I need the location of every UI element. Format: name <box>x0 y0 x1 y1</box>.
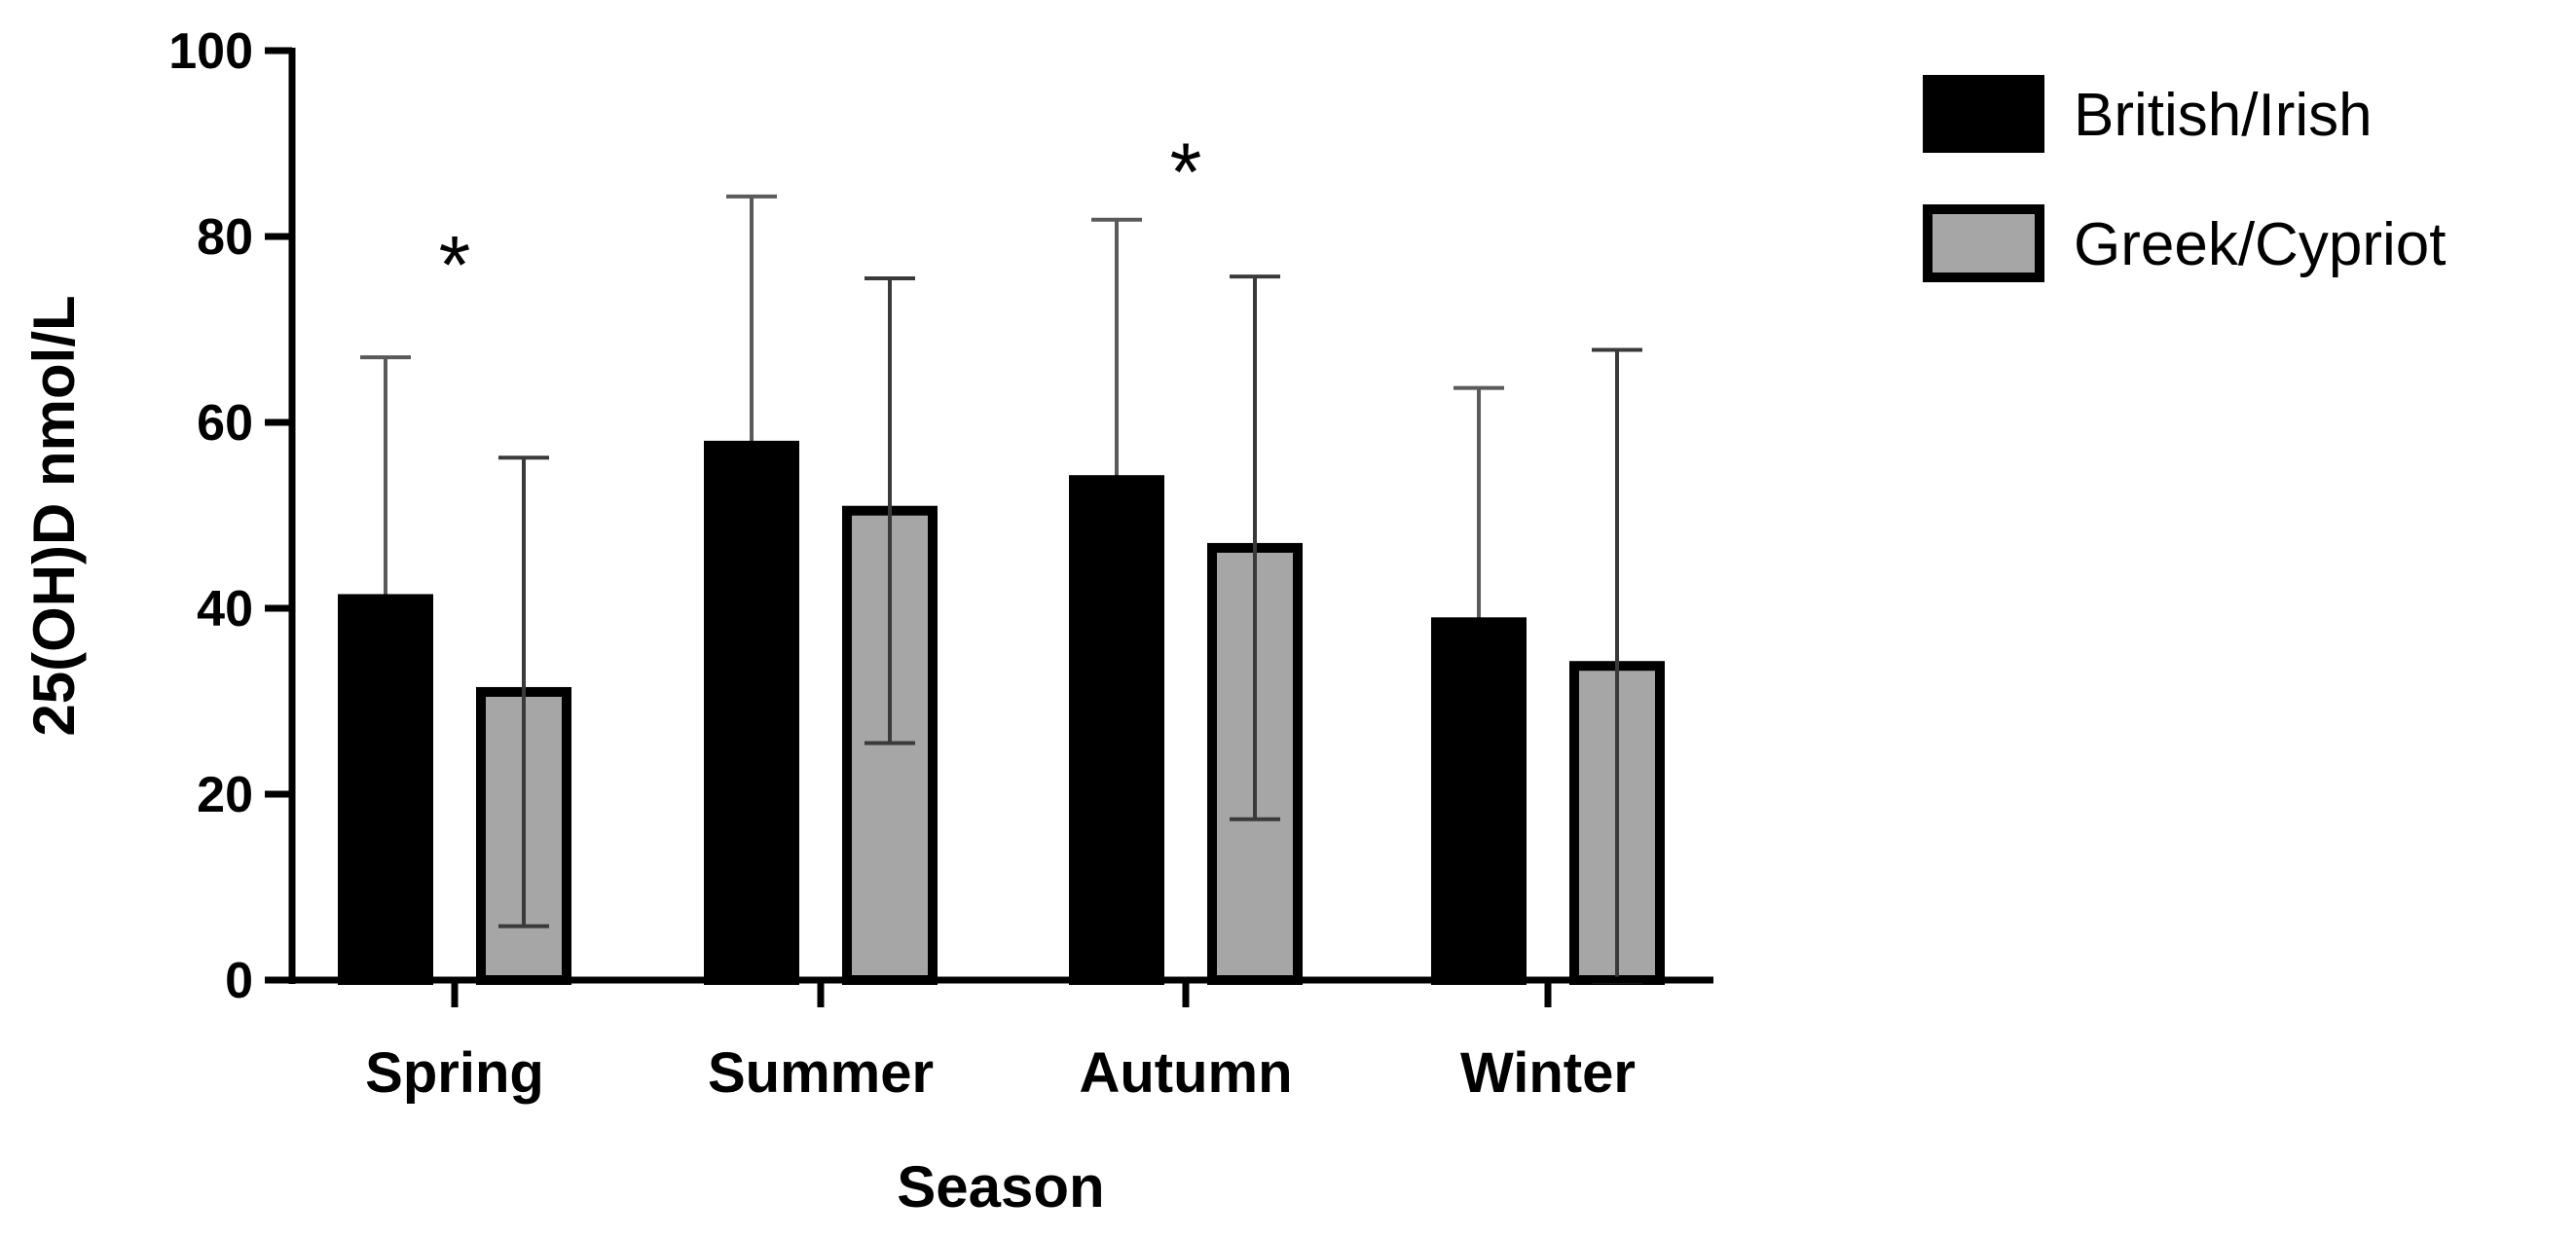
error-bar-summer-british-irish <box>726 194 777 446</box>
error-bar-spring-british-irish <box>360 355 411 600</box>
legend-label-greek-cypriot: Greek/Cypriot <box>2074 211 2446 278</box>
significance-marker-spring: * <box>439 219 471 310</box>
legend: British/Irish Greek/Cypriot <box>1923 75 2446 282</box>
axis-layer <box>265 47 1713 1007</box>
error-bar-autumn-greek-cypriot <box>1230 274 1280 821</box>
legend-swatch-british-irish <box>1923 75 2044 153</box>
bar-summer-british-irish <box>704 440 799 985</box>
y-axis-title: 25(OH)D nmol/L <box>21 295 87 736</box>
legend-label-british-irish: British/Irish <box>2074 82 2373 149</box>
error-bar-autumn-british-irish <box>1091 217 1142 481</box>
bar-layer <box>338 440 1665 986</box>
bar-winter-british-irish <box>1431 617 1527 985</box>
error-bar-layer <box>360 194 1504 623</box>
legend-item-greek-cypriot: Greek/Cypriot <box>1923 204 2446 282</box>
y-tick-label-60: 60 <box>197 395 253 452</box>
y-tick-label-100: 100 <box>168 23 253 80</box>
legend-swatch-greek-cypriot <box>1923 204 2044 282</box>
y-tick-label-40: 40 <box>197 581 253 637</box>
y-tick-label-80: 80 <box>197 209 253 266</box>
bar-autumn-british-irish <box>1069 475 1164 985</box>
x-axis-title: Season <box>897 1154 1104 1219</box>
bar-spring-british-irish <box>338 594 433 985</box>
legend-item-british-irish: British/Irish <box>1923 75 2373 153</box>
y-tick-label-20: 20 <box>197 767 253 823</box>
y-tick-label-0: 0 <box>225 953 253 1009</box>
x-tick-label-winter: Winter <box>1460 1041 1636 1105</box>
error-bar-summer-greek-cypriot <box>865 275 915 746</box>
x-tick-label-spring: Spring <box>365 1041 544 1105</box>
x-tick-label-autumn: Autumn <box>1079 1041 1292 1105</box>
x-tick-label-summer: Summer <box>708 1041 934 1105</box>
label-layer: 0 20 40 60 80 100 Spring Summer Autumn Winter Seas… <box>21 23 1636 1219</box>
error-bar-winter-british-irish <box>1454 385 1504 623</box>
significance-marker-autumn: * <box>1170 127 1202 218</box>
error-bar-spring-greek-cypriot <box>498 455 549 928</box>
